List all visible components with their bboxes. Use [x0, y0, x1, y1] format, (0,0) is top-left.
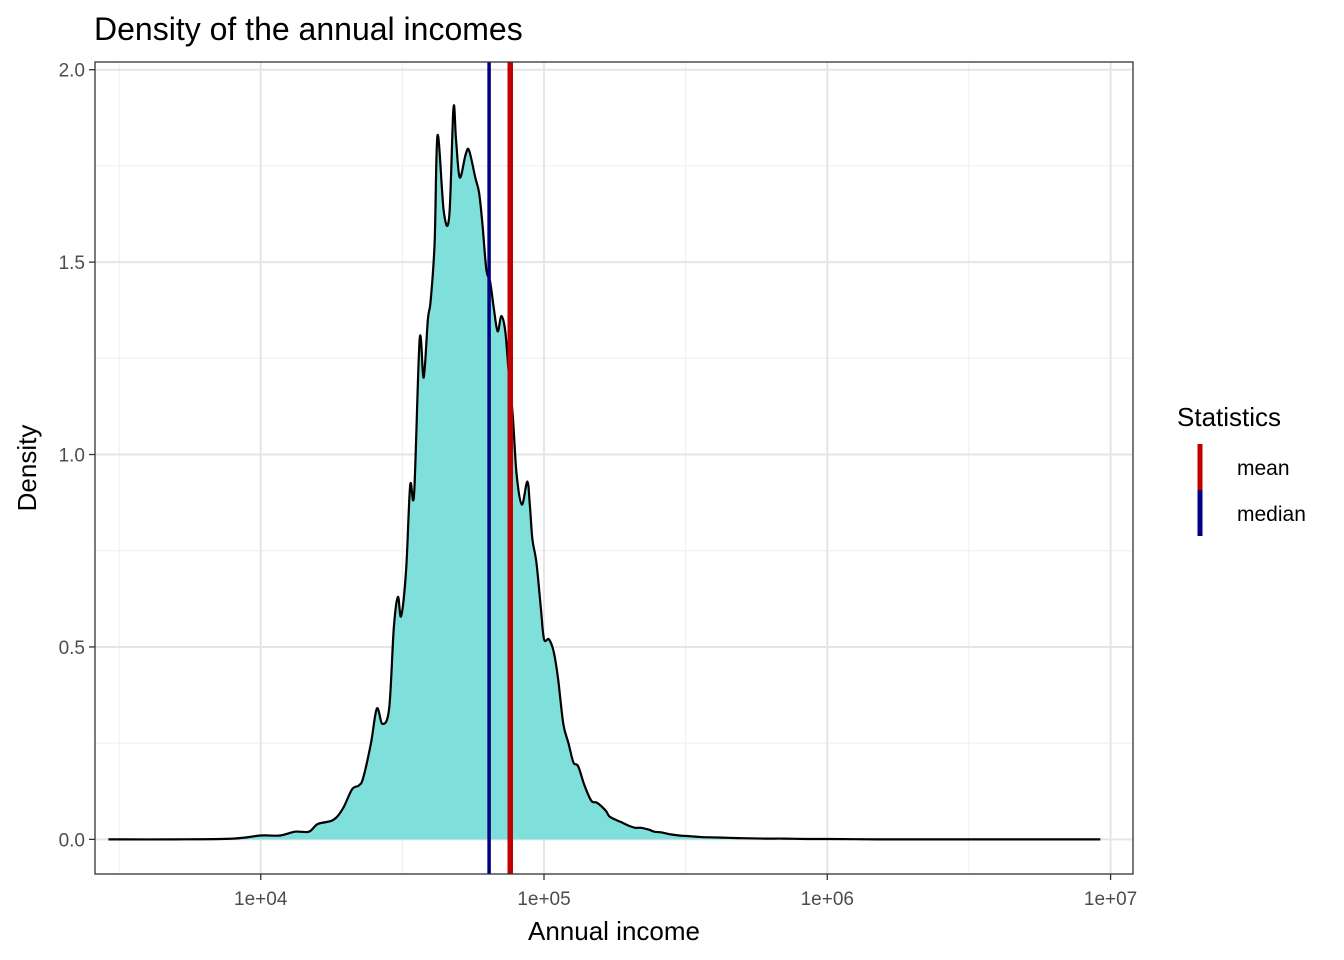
y-axis: 0.0 0.5 1.0 1.5 2.0 [59, 61, 95, 851]
y-tick-label: 1.0 [59, 446, 85, 467]
x-tick-label: 1e+06 [801, 889, 854, 910]
chart-title: Density of the annual incomes [94, 11, 523, 47]
minor-gridlines [95, 62, 1133, 874]
x-tick-label: 1e+05 [517, 889, 570, 910]
y-axis-title: Density [12, 425, 42, 512]
y-tick-label: 0.5 [59, 638, 85, 659]
legend-title: Statistics [1177, 402, 1281, 432]
y-tick-label: 1.5 [59, 253, 85, 274]
x-axis: 1e+04 1e+05 1e+06 1e+07 [234, 874, 1137, 910]
plot-border [94, 61, 1134, 875]
plot-panel [95, 62, 1133, 874]
legend-label-mean: mean [1237, 457, 1290, 480]
legend: Statistics mean median [1177, 402, 1306, 536]
major-gridlines [95, 62, 1133, 874]
x-tick-label: 1e+07 [1084, 889, 1137, 910]
statistic-lines [487, 62, 513, 874]
density-line [108, 104, 1101, 841]
y-tick-label: 0.0 [59, 830, 85, 851]
x-tick-label: 1e+04 [234, 889, 288, 910]
y-tick-label: 2.0 [59, 61, 85, 82]
x-axis-title: Annual income [528, 916, 700, 946]
legend-label-median: median [1237, 503, 1306, 526]
